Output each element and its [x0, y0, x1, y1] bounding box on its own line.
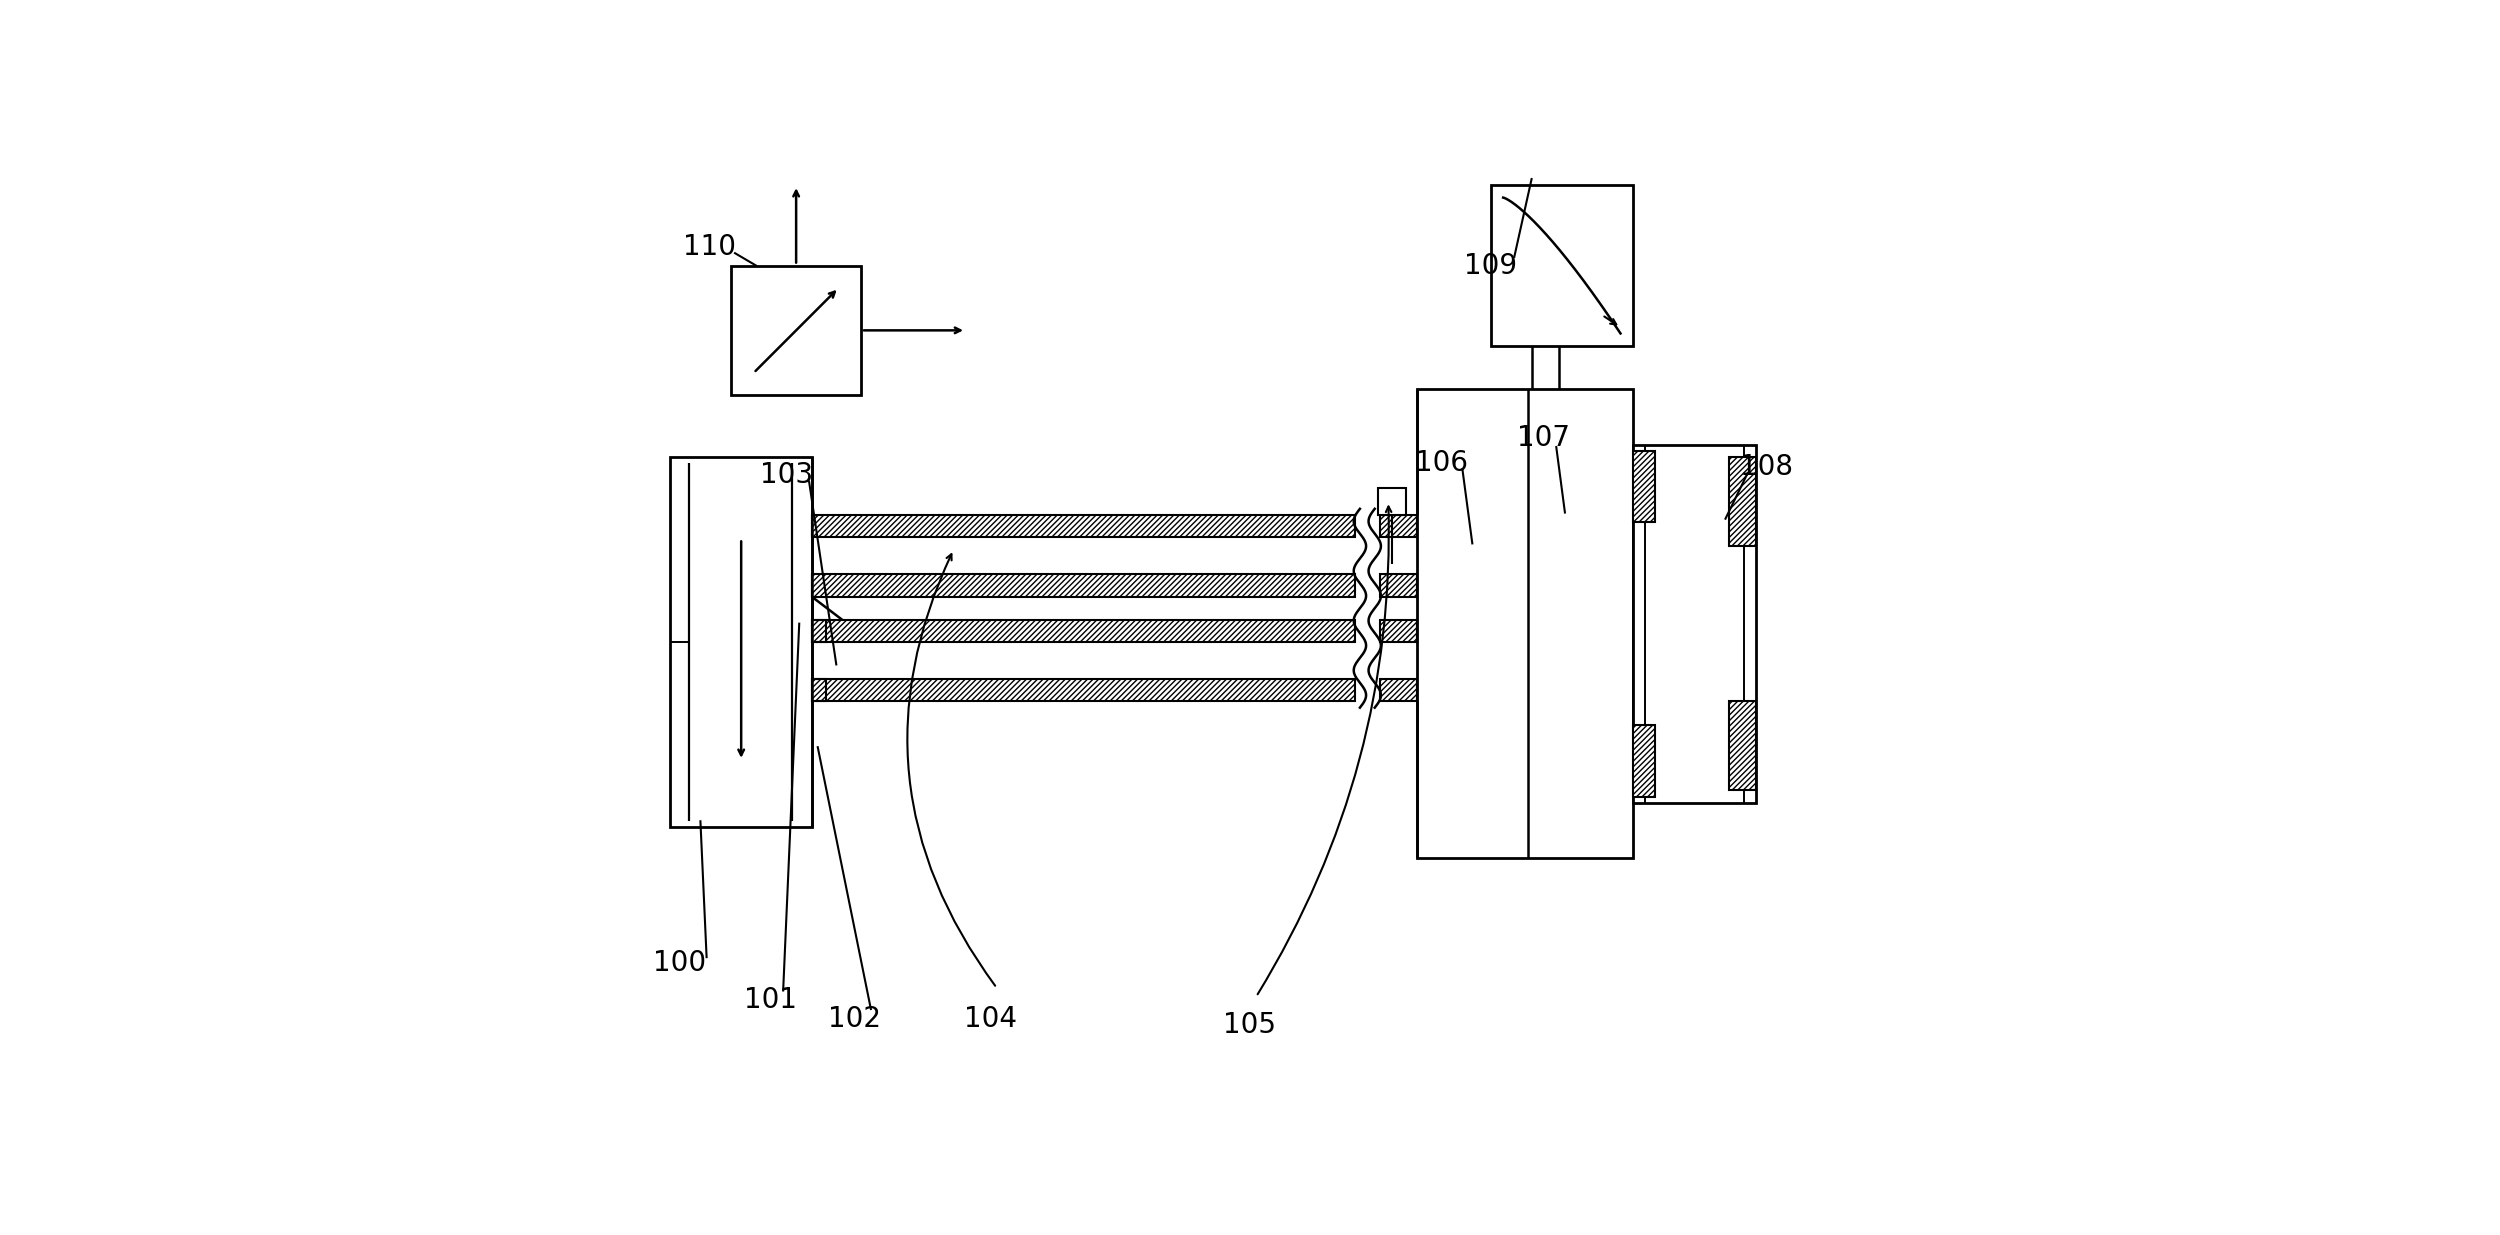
Bar [1632, 451, 1655, 522]
Bar [1380, 679, 1418, 701]
Bar [812, 679, 1355, 701]
Bar [1380, 574, 1418, 597]
Bar [812, 515, 1355, 537]
Bar [1632, 725, 1655, 797]
Bar [732, 266, 860, 395]
Text: 107: 107 [1518, 425, 1570, 452]
Bar [1380, 679, 1418, 701]
Text: 105: 105 [1222, 1011, 1278, 1039]
Bar [812, 679, 828, 701]
Text: 106: 106 [1415, 450, 1467, 477]
Text: 110: 110 [682, 233, 735, 261]
Bar [1380, 515, 1418, 537]
Text: 101: 101 [745, 987, 798, 1014]
Bar [1730, 701, 1757, 790]
Bar [1730, 457, 1757, 546]
Bar [812, 679, 828, 701]
Bar [812, 515, 1355, 537]
Bar [1632, 445, 1757, 803]
Bar [1632, 725, 1655, 797]
Bar [812, 620, 828, 642]
Bar [1378, 488, 1405, 515]
Bar [1380, 620, 1418, 642]
Bar [1730, 457, 1757, 546]
Bar [1632, 725, 1655, 797]
Bar [1380, 574, 1418, 597]
Bar [812, 620, 1355, 642]
Text: 104: 104 [965, 1005, 1017, 1032]
Bar [1380, 515, 1418, 537]
Bar [812, 679, 1355, 701]
Bar [1380, 620, 1418, 642]
Bar [1380, 574, 1418, 597]
Bar [812, 574, 1355, 597]
Bar [812, 620, 1355, 642]
Bar [812, 620, 1355, 642]
Bar [812, 515, 1355, 537]
Bar [812, 574, 1355, 597]
Bar [1730, 457, 1757, 546]
Bar [670, 457, 812, 827]
Bar [812, 679, 828, 701]
Text: 109: 109 [1465, 252, 1518, 279]
Text: 100: 100 [652, 950, 705, 977]
Bar [812, 679, 1355, 701]
Bar [1632, 451, 1655, 522]
Bar [1490, 185, 1632, 346]
Bar [812, 620, 828, 642]
Bar [1380, 679, 1418, 701]
Bar [1730, 701, 1757, 790]
Bar [812, 574, 1355, 597]
Bar [812, 620, 828, 642]
Bar [1730, 701, 1757, 790]
Text: 102: 102 [828, 1005, 882, 1032]
Bar [1380, 515, 1418, 537]
Bar [1417, 389, 1632, 858]
Text: 103: 103 [760, 462, 812, 489]
Text: 108: 108 [1740, 453, 1792, 480]
Bar [1632, 451, 1655, 522]
Bar [1380, 620, 1418, 642]
